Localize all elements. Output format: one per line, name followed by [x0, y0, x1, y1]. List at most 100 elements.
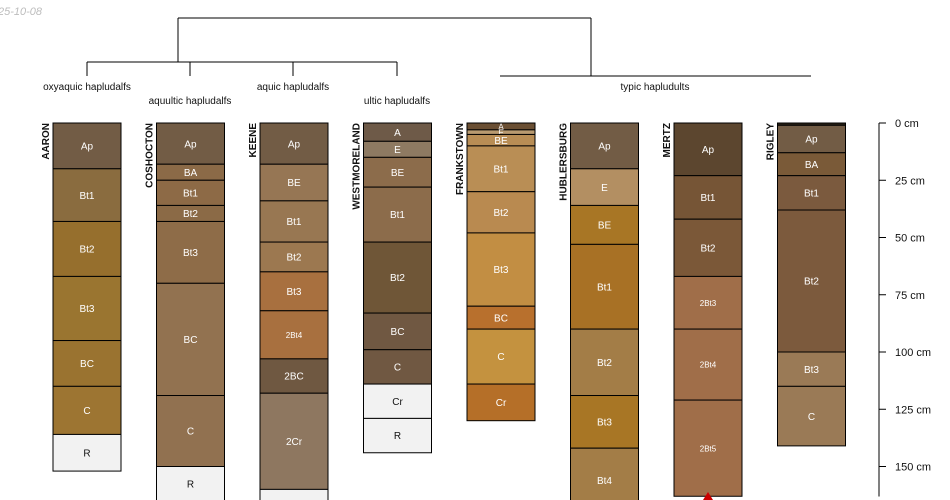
horizon-label: BC — [391, 327, 405, 338]
horizon-label: C — [497, 352, 504, 363]
horizon — [570, 447, 639, 500]
horizon-label: E — [394, 145, 401, 156]
horizon-label: R — [83, 448, 90, 459]
horizon — [673, 275, 743, 330]
horizon-label: Bt1 — [286, 217, 301, 228]
depth-axis: 0 cm 25 cm 50 cm 75 cm 100 cm 125 cm 150 cm — [878, 118, 931, 497]
group-label: aquultic hapludalfs — [149, 96, 232, 107]
axis-tick-label: 125 cm — [895, 404, 931, 416]
horizon-label: C — [394, 363, 401, 374]
horizon-label: E — [601, 183, 608, 194]
group-label: ultic hapludalfs — [364, 96, 430, 107]
horizon-label: Bt2 — [493, 208, 508, 219]
horizon — [363, 241, 432, 314]
horizon-label: 2Bt4 — [700, 361, 717, 370]
horizon-label: 2Bt3 — [700, 299, 717, 308]
horizon-label: BE — [494, 136, 508, 147]
horizon-label: Bt3 — [597, 417, 612, 428]
horizon — [156, 220, 225, 284]
soil-profile: Ap E BE Bt1 Bt2 Bt3 Bt4 HUBLERSBURG — [559, 122, 639, 500]
group-label: typic hapludults — [621, 82, 690, 93]
horizon — [466, 328, 536, 385]
horizon — [52, 122, 122, 170]
soil-profile: Ap Bt1 Bt2 2Bt3 2Bt4 2Bt5 MERTZ — [662, 122, 743, 497]
horizon-label: Bt3 — [804, 365, 819, 376]
horizon — [570, 243, 639, 330]
axis-tick-label: 75 cm — [895, 290, 925, 302]
horizon-label: Bt4 — [597, 476, 612, 487]
horizon — [777, 175, 846, 211]
horizon-label: Bt2 — [390, 273, 405, 284]
horizon-label: Ap — [288, 139, 301, 150]
horizon-label: BC — [184, 335, 198, 346]
horizon-label: A — [498, 123, 504, 132]
horizon — [673, 122, 743, 177]
axis-tick-label: 100 cm — [895, 347, 931, 359]
horizon — [259, 271, 329, 312]
group-labels: oxyaquic hapludalfs aquultic hapludalfs … — [43, 82, 689, 107]
horizon-label: E — [498, 128, 503, 137]
horizon — [52, 275, 122, 342]
profile-name: WESTMORELAND — [352, 123, 363, 210]
horizon-label: Bt1 — [493, 164, 508, 175]
horizon — [466, 232, 536, 307]
horizon — [363, 417, 432, 454]
horizon — [570, 328, 639, 397]
horizon-label: R — [187, 479, 194, 490]
horizon-label: Bt1 — [804, 188, 819, 199]
horizon-label: Bt1 — [183, 188, 198, 199]
horizon-label: Bt1 — [700, 193, 715, 204]
horizon-label: Bt3 — [493, 265, 508, 276]
horizon-label: 2Cr — [286, 437, 303, 448]
axis-tick-label: 25 cm — [895, 175, 925, 187]
date-stamp: 25-10-08 — [0, 6, 43, 18]
horizon-label: BE — [598, 221, 612, 232]
horizon-label: BA — [184, 168, 198, 179]
horizon — [777, 124, 846, 154]
horizon-label: BC — [494, 313, 508, 324]
soil-profile: ApBEBt1Bt2Bt32Bt42BC2Cr2RKEENE — [248, 122, 329, 500]
horizon — [570, 122, 639, 170]
soil-profile: Ap Bt1 Bt2 Bt3 BC C R AARON — [41, 122, 122, 472]
horizon-label: Bt3 — [286, 287, 301, 298]
horizon-label: Bt3 — [183, 248, 198, 259]
horizon-label: Bt2 — [804, 277, 819, 288]
horizon-label: BE — [391, 168, 405, 179]
horizon-label: Bt2 — [79, 245, 94, 256]
horizon-label: Bt1 — [597, 282, 612, 293]
horizon — [363, 349, 432, 385]
horizon — [570, 204, 639, 245]
horizon-label: Cr — [392, 397, 403, 408]
horizon — [156, 395, 225, 468]
horizon — [673, 218, 743, 277]
horizon — [777, 209, 846, 353]
group-label: oxyaquic hapludalfs — [43, 82, 131, 93]
horizon — [673, 175, 743, 220]
horizon — [466, 145, 536, 193]
horizon — [156, 179, 225, 206]
profile-name: KEENE — [248, 123, 259, 158]
axis-tick-label: 150 cm — [895, 462, 931, 474]
horizon-label: Bt1 — [79, 191, 94, 202]
profile-name: COSHOCTON — [145, 123, 156, 188]
horizon-label: Cr — [496, 398, 507, 409]
horizon — [363, 312, 432, 351]
horizon — [363, 156, 432, 188]
profile-name: AARON — [41, 123, 52, 160]
horizon — [673, 328, 743, 401]
horizon-label: Bt1 — [390, 210, 405, 221]
horizon-label: C — [83, 406, 90, 417]
soil-profile: Ap BA Bt1 Bt2 Bt3 BC C R COSHOCTON — [145, 122, 225, 500]
axis-tick-label: 50 cm — [895, 233, 925, 245]
depth-marker-icon — [703, 492, 713, 500]
axis-tick-label: 0 cm — [895, 118, 919, 130]
horizon — [259, 392, 329, 490]
horizon-label: 2Bt4 — [286, 331, 303, 340]
horizon-label: Ap — [81, 142, 94, 153]
horizon-label: Ap — [805, 135, 818, 146]
group-label: aquic hapludalfs — [257, 82, 329, 93]
horizon-label: Bt2 — [597, 358, 612, 369]
horizon — [52, 433, 122, 472]
horizon-label: BE — [287, 178, 301, 189]
